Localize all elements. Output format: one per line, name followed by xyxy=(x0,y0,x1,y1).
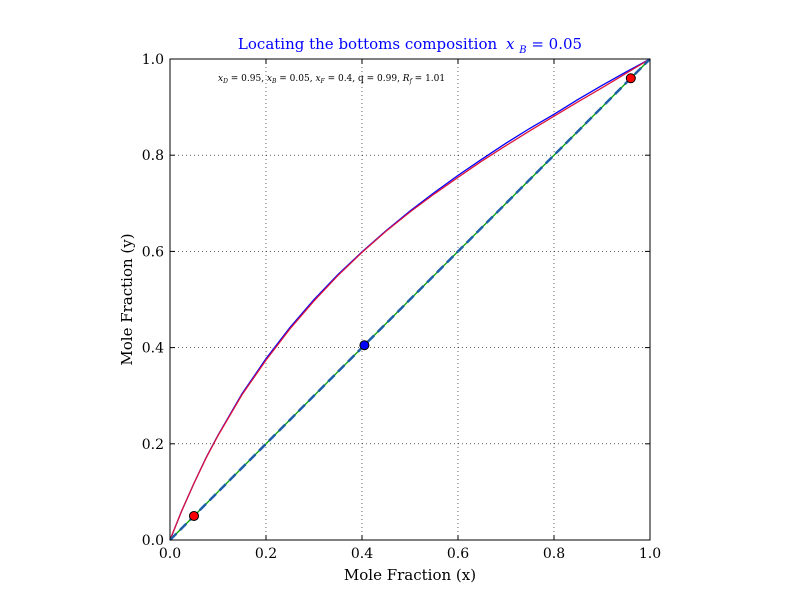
data-point xyxy=(189,510,199,521)
chart-title: Locating the bottoms composition x B = 0… xyxy=(238,35,582,57)
y-tick-label: 0.0 xyxy=(142,533,164,549)
x-tick-label: 0.0 xyxy=(159,546,181,562)
annotation-var: x xyxy=(315,74,320,84)
annotation-var: x xyxy=(267,74,272,84)
y-tick-label: 0.4 xyxy=(142,341,164,357)
annotation-rest: = 0.05, xyxy=(276,74,315,84)
y-axis-label: Mole Fraction (y) xyxy=(118,233,136,365)
x-tick-label: 0.8 xyxy=(543,546,565,562)
y-tick-label: 0.2 xyxy=(142,437,164,453)
axis-ticks: 0.0 0.2 0.4 0.6 0.8 1.0 0.0 0.2 0.4 0.6 0.8 1.0 xyxy=(142,52,661,562)
plot-frame xyxy=(169,58,651,541)
y-tick-label: 1.0 xyxy=(142,52,164,68)
annotation-sub: D xyxy=(222,78,228,85)
y-tick-label: 0.8 xyxy=(142,148,164,164)
parameter-annotation: xD = 0.95, xB = 0.05, xF = 0.4, q = 0.99… xyxy=(218,74,445,85)
annotation-rest: = 0.95, xyxy=(228,74,267,84)
x-tick-label: 0.2 xyxy=(255,546,277,562)
x-tick-label: 1.0 xyxy=(639,546,661,562)
series-layer xyxy=(169,58,651,541)
series-line-3 xyxy=(169,58,651,541)
chart-title-text: Locating the bottoms composition xyxy=(238,35,498,53)
series-line-1 xyxy=(169,58,651,541)
chart-title-math-sub: B xyxy=(518,45,526,56)
annotation-sub: F xyxy=(320,78,326,85)
x-axis-label: Mole Fraction (x) xyxy=(344,566,476,584)
annotation-sub: B xyxy=(271,78,277,85)
annotation-rest: = 1.01 xyxy=(412,74,445,84)
annotation-rest: = 0.4, q = 0.99, xyxy=(325,74,403,84)
data-point xyxy=(359,340,370,351)
data-point xyxy=(625,73,636,84)
y-tick-label: 0.6 xyxy=(142,244,164,260)
annotation-var: R xyxy=(402,74,410,84)
chart-title-math-rest: = 0.05 xyxy=(531,35,582,53)
points-layer xyxy=(189,73,636,521)
annotation-sub: f xyxy=(409,78,414,85)
grid-lines xyxy=(170,59,650,540)
x-tick-label: 0.6 xyxy=(447,546,469,562)
chart-title-math-var: x xyxy=(506,35,515,53)
annotation-var: x xyxy=(218,74,223,84)
x-tick-label: 0.4 xyxy=(351,546,373,562)
